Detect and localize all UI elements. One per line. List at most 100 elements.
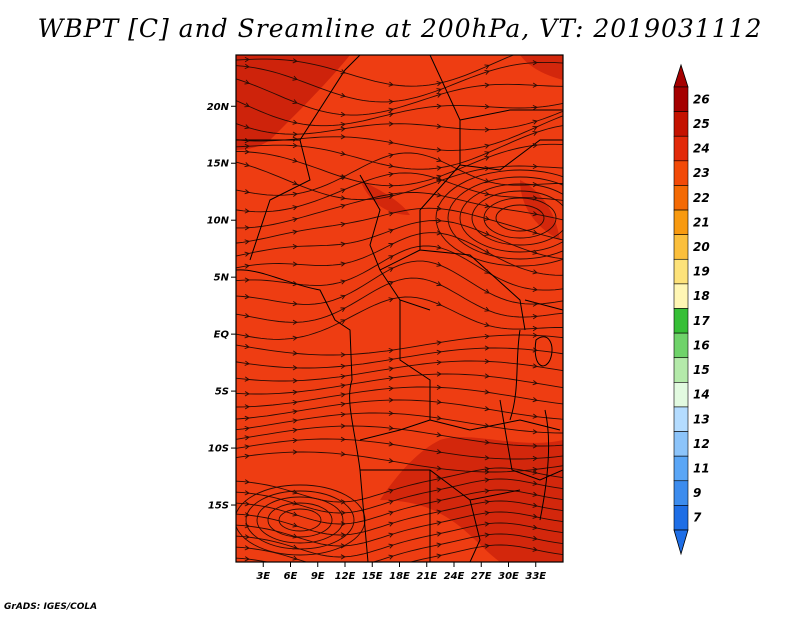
- streamline-arrow: [484, 488, 490, 494]
- streamline-arrow: [244, 124, 250, 130]
- colorbar-label: 15: [693, 363, 710, 377]
- streamline-arrow: [484, 143, 490, 149]
- border-line: [236, 55, 361, 141]
- streamline-arrow: [292, 365, 298, 371]
- streamline-arrow: [292, 511, 298, 517]
- streamline-arrow: [292, 131, 298, 137]
- streamline-arrow: [292, 533, 298, 539]
- streamline: [236, 522, 563, 558]
- streamline-arrow: [340, 203, 346, 209]
- longitude-axis: 3E 6E 9E 12E 15E 18E 21E 24E 27E 30E 33E: [256, 562, 546, 582]
- streamline: [236, 412, 563, 434]
- border-line: [469, 499, 481, 562]
- streamline: [236, 143, 563, 187]
- streamline-arrow: [436, 349, 442, 355]
- streamline: [236, 511, 563, 547]
- streamline-arrow: [436, 165, 442, 171]
- colorbar-swatch: [673, 308, 689, 334]
- streamline-arrow: [244, 343, 250, 350]
- streamline-arrow: [292, 58, 298, 64]
- latitude-axis: 20N 15N 10N 5N EQ 5S 10S 15S: [207, 102, 236, 512]
- streamline-arrow: [532, 513, 538, 519]
- streamline-arrow: [436, 205, 442, 212]
- streamline-arrow: [244, 313, 250, 319]
- streamline-arrow: [532, 195, 538, 201]
- colorbar-label: 7: [693, 511, 702, 525]
- streamline-arrow: [244, 294, 250, 300]
- streamline: [236, 55, 515, 87]
- streamline-arrow: [484, 345, 490, 351]
- streamline-arrow: [484, 322, 490, 328]
- streamline: [236, 172, 563, 213]
- streamline-arrow: [436, 218, 442, 224]
- streamline-arrow: [484, 358, 490, 364]
- streamline-arrow: [244, 391, 250, 397]
- colorbar-label: 16: [693, 338, 710, 352]
- streamline-arrow: [436, 553, 442, 559]
- lat-label: 5N: [214, 273, 230, 284]
- streamline-arrow: [484, 82, 490, 88]
- streamline-arrow: [484, 231, 490, 236]
- streamline: [236, 489, 563, 525]
- streamline: [236, 192, 563, 229]
- streamline-arrow: [388, 532, 394, 538]
- streamline-arrow: [436, 81, 442, 87]
- border-line: [499, 399, 563, 481]
- lon-label: 12E: [335, 571, 356, 582]
- streamline-arrow: [532, 301, 538, 307]
- streamline-arrow: [340, 188, 346, 194]
- streamline-arrow: [340, 175, 346, 181]
- streamline-arrow: [244, 415, 250, 421]
- lat-label: 20N: [207, 102, 230, 113]
- streamline-arrow: [532, 380, 538, 386]
- streamline-arrow: [388, 385, 394, 392]
- colorbar-label: 17: [693, 314, 710, 328]
- streamline-arrow: [532, 182, 538, 188]
- streamline-arrow: [484, 151, 490, 157]
- country-borders: [236, 55, 563, 562]
- streamline-arrow: [484, 510, 490, 516]
- border-line: [359, 174, 431, 311]
- streamline-arrow: [532, 211, 538, 217]
- lon-label: 33E: [525, 571, 546, 582]
- streamline-arrow: [436, 230, 442, 236]
- streamline-arrow: [388, 243, 394, 248]
- streamline-arrow: [292, 544, 298, 550]
- streamline-arrow: [292, 119, 298, 125]
- streamline-arrow: [484, 166, 490, 172]
- streamline-arrow: [436, 103, 442, 109]
- streamline-arrow: [484, 64, 490, 70]
- colorbar: 26 25 24 23 22 21 20 19 18 17 16 15 14 13 12 11 9 7: [673, 63, 710, 556]
- colorbar-bottom-arrow: [673, 529, 689, 556]
- streamline-arrow: [532, 413, 538, 419]
- streamline-arrow: [292, 99, 298, 105]
- colorbar-label: 24: [693, 142, 710, 156]
- warm-patch: [520, 180, 560, 240]
- streamline-arrow: [340, 92, 346, 98]
- streamline-arrow: [292, 399, 298, 406]
- colorbar-label: 22: [693, 191, 710, 205]
- lat-label: 5S: [215, 387, 229, 398]
- colorbar-swatch: [673, 431, 689, 457]
- streamline-arrow: [244, 56, 250, 63]
- streamline-arrow: [244, 63, 250, 70]
- streamline-arrow: [388, 425, 394, 431]
- streamline-arrow: [532, 125, 538, 131]
- streamline: [236, 425, 563, 447]
- colorbar-swatch: [673, 86, 689, 112]
- streamline-arrow: [532, 429, 538, 435]
- colorbar-label: 18: [693, 289, 710, 303]
- streamline-arrow: [340, 392, 346, 398]
- colorbar-label: 9: [693, 486, 701, 500]
- streamline-arrow: [292, 191, 298, 197]
- streamline-arrow: [484, 178, 490, 184]
- streamline: [236, 451, 563, 473]
- streamline-arrow: [532, 535, 538, 541]
- streamline-arrow: [436, 384, 442, 390]
- colorbar-top-arrow: [673, 63, 689, 88]
- border-line: [459, 109, 563, 121]
- streamline-arrow: [292, 409, 298, 415]
- streamline-arrow: [292, 449, 298, 455]
- streamline-arrow: [388, 543, 394, 549]
